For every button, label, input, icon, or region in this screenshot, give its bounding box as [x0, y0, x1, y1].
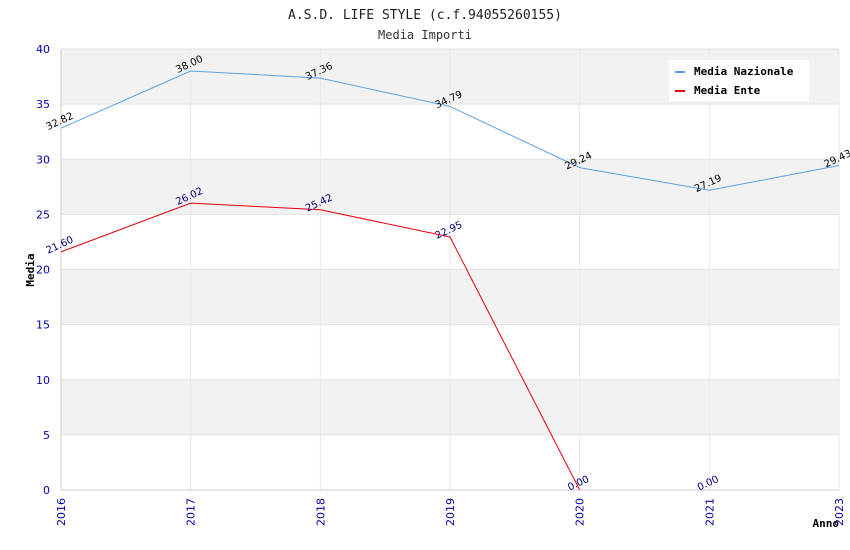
y-axis-title: Media — [24, 253, 37, 286]
y-tick-label: 5 — [43, 429, 50, 442]
legend-label-nazionale: Media Nazionale — [694, 65, 794, 78]
y-tick-label: 20 — [36, 264, 50, 277]
x-tick-labels: 2016 2017 2018 2019 2020 2021 2023 — [55, 498, 846, 526]
x-axis-title: Anno — [813, 517, 840, 530]
legend-label-ente: Media Ente — [694, 84, 761, 97]
y-tick-label: 0 — [43, 484, 50, 497]
y-tick-label: 15 — [36, 319, 50, 332]
chart-subtitle: Media Importi — [378, 28, 472, 42]
legend-box — [669, 60, 809, 101]
y-tick-label: 25 — [36, 208, 50, 221]
x-tick-label: 2023 — [833, 498, 846, 526]
x-tick-label: 2019 — [444, 498, 457, 526]
x-tick-label: 2017 — [185, 498, 198, 526]
y-tick-label: 10 — [36, 374, 50, 387]
y-tick-label: 30 — [36, 153, 50, 166]
axes — [60, 49, 839, 491]
y-tick-label: 40 — [36, 43, 50, 56]
series-lines — [60, 70, 840, 491]
x-tick-label: 2021 — [703, 498, 716, 526]
y-tick-label: 35 — [36, 98, 50, 111]
y-tick-labels: 0 5 10 15 20 25 30 35 40 — [36, 43, 50, 497]
x-tick-label: 2018 — [314, 498, 327, 526]
x-tick-label: 2016 — [55, 498, 68, 526]
x-tick-label: 2020 — [574, 498, 587, 526]
series-line-ente — [60, 202, 581, 491]
chart-title: A.S.D. LIFE STYLE (c.f.94055260155) — [288, 8, 562, 23]
legend: Media Nazionale Media Ente — [669, 60, 809, 101]
series-line-nazionale — [60, 70, 840, 191]
